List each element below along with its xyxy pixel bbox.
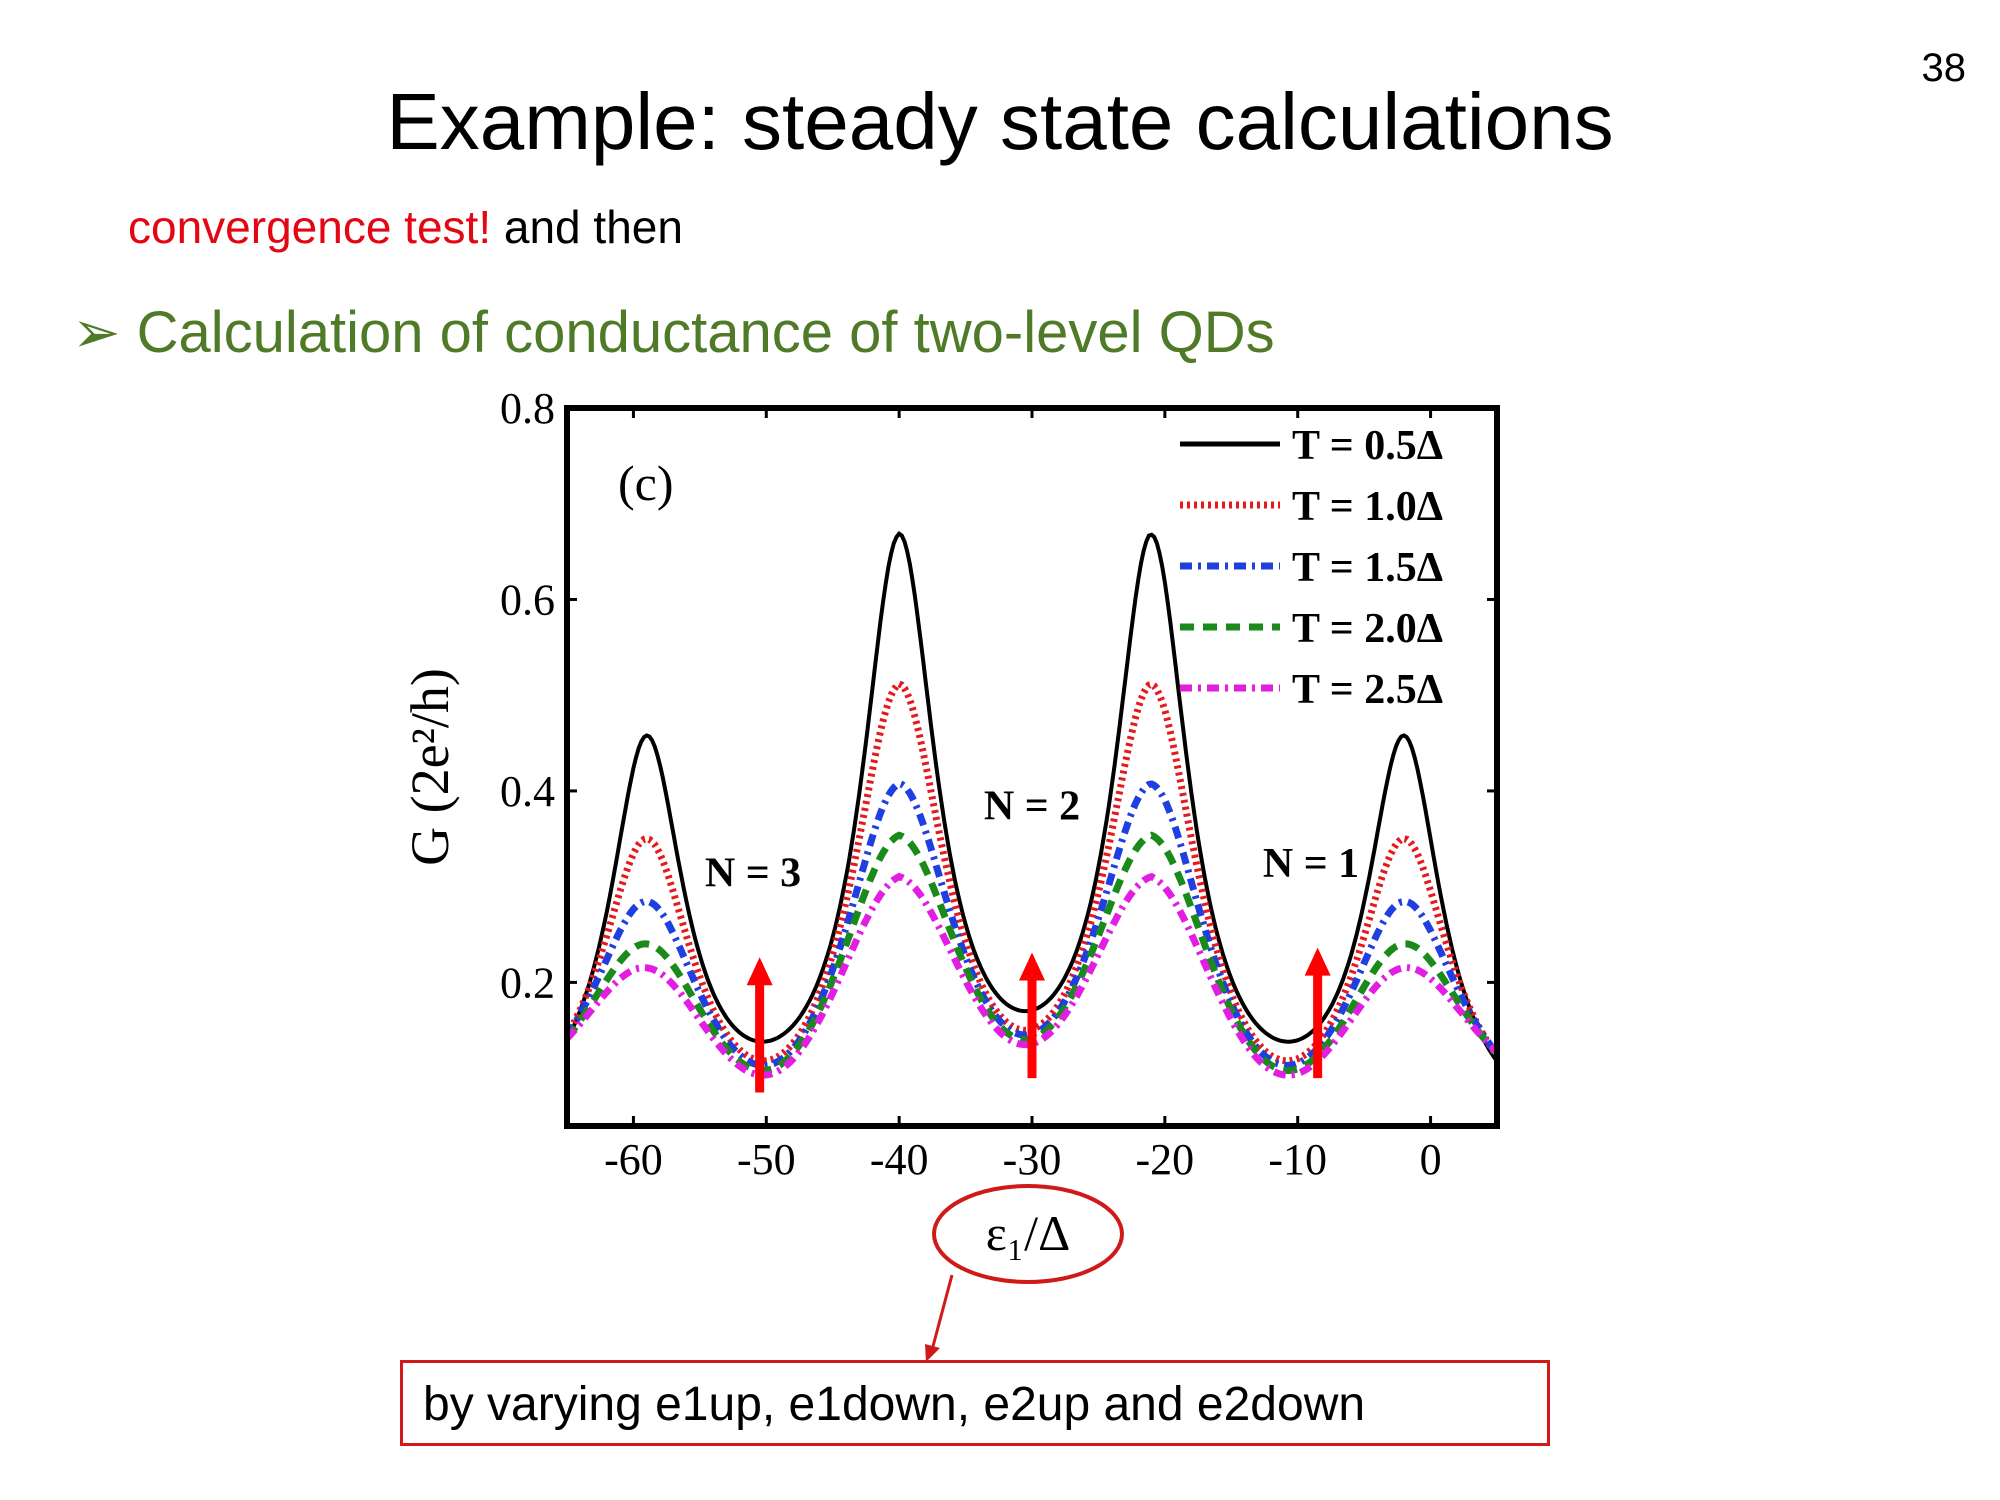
slide-number: 38 — [1921, 46, 1967, 90]
y-tick-label: 0.8 — [500, 388, 555, 433]
y-tick-label: 0.6 — [500, 575, 555, 624]
bullet-arrow-icon: ➢ — [72, 300, 121, 365]
x-axis-label-highlight — [932, 1184, 1124, 1284]
annotation-arrowhead-2 — [1019, 952, 1045, 981]
legend-label-2: T = 1.0Δ — [1292, 484, 1443, 530]
y-tick-label: 0.4 — [500, 767, 555, 816]
plot-frame — [564, 405, 1500, 1129]
caption-text: by varying e1up, e1down, e2up and e2down — [423, 1378, 1366, 1431]
bullet-text: Calculation of conductance of two-level … — [136, 300, 1275, 365]
legend-label-1: T = 0.5Δ — [1292, 423, 1443, 469]
x-tick-label: -50 — [737, 1135, 796, 1184]
annotation-label-2: N = 2 — [984, 784, 1080, 830]
x-tick-label: -60 — [604, 1135, 663, 1184]
panel-label: (c) — [618, 455, 674, 511]
convergence-note: convergence test! and then — [128, 200, 683, 254]
legend-label-3: T = 1.5Δ — [1292, 545, 1443, 591]
convergence-note-highlight: convergence test! — [128, 201, 492, 253]
legend-label-5: T = 2.5Δ — [1292, 667, 1443, 713]
x-tick-label: -30 — [1003, 1135, 1062, 1184]
annotation-arrowhead-3 — [1304, 947, 1331, 976]
series-line-5 — [567, 872, 1497, 1079]
x-tick-label: -40 — [870, 1135, 929, 1184]
conductance-chart: -60 -50 -40 -30 -20 -10 0 0.2 0.4 0.6 0.8 (c) T = 0.… — [400, 388, 1500, 1284]
annotation-label-1: N = 3 — [705, 851, 801, 897]
x-tick-label: 0 — [1420, 1135, 1442, 1184]
x-tick-label: -10 — [1268, 1135, 1327, 1184]
x-axis-label: ε₁/Δ — [986, 1205, 1070, 1261]
y-axis-label: G (2e²/h) — [400, 668, 460, 866]
x-tick-label: -20 — [1136, 1135, 1195, 1184]
annotation-arrowhead-1 — [746, 957, 773, 986]
y-tick-label: 0.2 — [500, 958, 555, 1007]
caption-box: by varying e1up, e1down, e2up and e2down — [400, 1360, 1550, 1446]
annotation-label-3: N = 1 — [1263, 841, 1359, 887]
bullet-item: ➢ Calculation of conductance of two-level… — [72, 298, 1275, 366]
legend-label-4: T = 2.0Δ — [1292, 606, 1443, 652]
convergence-note-rest: and then — [491, 201, 683, 253]
slide-title: Example: steady state calculations — [386, 77, 1614, 166]
series-line-3 — [567, 779, 1497, 1070]
